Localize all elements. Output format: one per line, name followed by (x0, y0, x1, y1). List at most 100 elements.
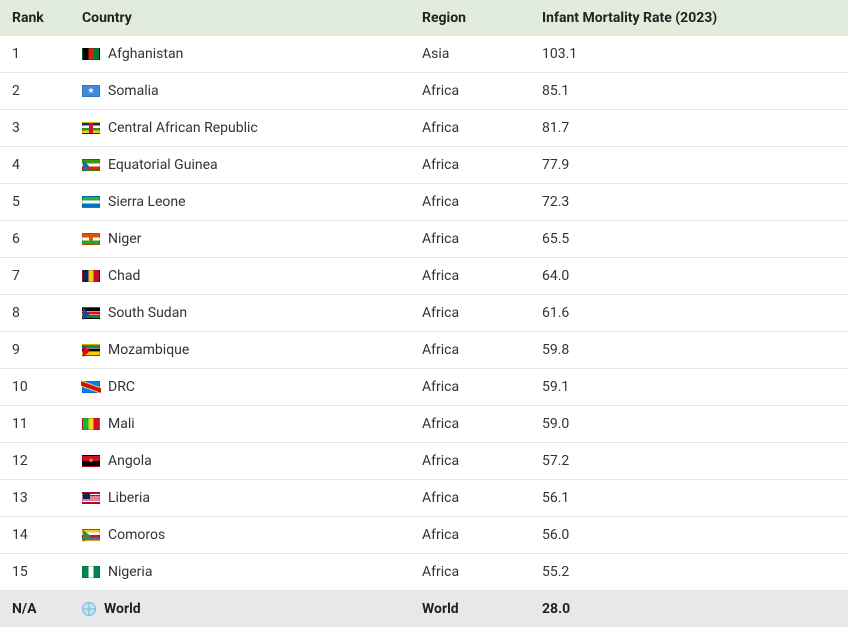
country-name: Liberia (108, 490, 150, 506)
flag-icon (82, 529, 100, 541)
cell-rate: 72.3 (530, 184, 848, 221)
country-name: Comoros (108, 527, 165, 543)
country-name: Equatorial Guinea (108, 157, 218, 173)
cell-rate: 57.2 (530, 443, 848, 480)
col-header-rate: Infant Mortality Rate (2023) (530, 0, 848, 36)
cell-country: Niger (70, 221, 410, 258)
cell-country: South Sudan (70, 295, 410, 332)
cell-region: Africa (410, 554, 530, 591)
cell-region: Africa (410, 443, 530, 480)
cell-rate: 103.1 (530, 36, 848, 73)
cell-rate: 81.7 (530, 110, 848, 147)
cell-region: Africa (410, 221, 530, 258)
table-row: 7ChadAfrica64.0 (0, 258, 848, 295)
cell-rank: 6 (0, 221, 70, 258)
cell-country: DRC (70, 369, 410, 406)
footer-rate: 28.0 (530, 591, 848, 627)
cell-rate: 77.9 (530, 147, 848, 184)
country-name: South Sudan (108, 305, 187, 321)
cell-country: Afghanistan (70, 36, 410, 73)
cell-country: Comoros (70, 517, 410, 554)
flag-icon (82, 492, 100, 504)
cell-region: Africa (410, 184, 530, 221)
flag-icon (82, 566, 100, 578)
cell-region: Africa (410, 369, 530, 406)
flag-icon (82, 85, 100, 97)
cell-rank: 7 (0, 258, 70, 295)
table-row: 9 Mozambique Africa59.8 (0, 332, 848, 369)
cell-country: Nigeria (70, 554, 410, 591)
table-row: 1 Afghanistan Asia103.1 (0, 36, 848, 73)
mortality-table: Rank Country Region Infant Mortality Rat… (0, 0, 848, 627)
country-name: Central African Republic (108, 120, 258, 136)
table-header-row: Rank Country Region Infant Mortality Rat… (0, 0, 848, 36)
cell-rank: 2 (0, 73, 70, 110)
flag-icon (82, 233, 100, 245)
country-name: Mozambique (108, 342, 189, 358)
cell-rate: 55.2 (530, 554, 848, 591)
table-footer-row: N/A World World 28.0 (0, 591, 848, 627)
flag-icon (82, 159, 100, 171)
cell-rate: 61.6 (530, 295, 848, 332)
table-row: 8South SudanAfrica61.6 (0, 295, 848, 332)
country-name: Mali (108, 416, 135, 432)
country-name: Afghanistan (108, 46, 183, 62)
cell-rank: 1 (0, 36, 70, 73)
cell-rank: 11 (0, 406, 70, 443)
country-name: Nigeria (108, 564, 152, 580)
table-row: 2SomaliaAfrica85.1 (0, 73, 848, 110)
cell-rank: 12 (0, 443, 70, 480)
table-row: 4Equatorial GuineaAfrica77.9 (0, 147, 848, 184)
cell-region: Africa (410, 258, 530, 295)
cell-region: Africa (410, 73, 530, 110)
flag-icon (82, 344, 100, 356)
cell-rate: 56.1 (530, 480, 848, 517)
table-row: 5Sierra LeoneAfrica72.3 (0, 184, 848, 221)
table-row: 11MaliAfrica59.0 (0, 406, 848, 443)
flag-icon (82, 381, 100, 393)
table-row: 13LiberiaAfrica56.1 (0, 480, 848, 517)
flag-icon (82, 122, 100, 134)
cell-country: Equatorial Guinea (70, 147, 410, 184)
table-row: 10DRCAfrica59.1 (0, 369, 848, 406)
country-name: Niger (108, 231, 141, 247)
footer-rank: N/A (0, 591, 70, 627)
footer-region: World (410, 591, 530, 627)
footer-country-cell: World (70, 591, 410, 627)
country-name: Sierra Leone (108, 194, 186, 210)
cell-region: Asia (410, 36, 530, 73)
table-row: 12AngolaAfrica57.2 (0, 443, 848, 480)
cell-region: Africa (410, 295, 530, 332)
cell-region: Africa (410, 517, 530, 554)
table-row: 3Central African RepublicAfrica81.7 (0, 110, 848, 147)
country-name: Somalia (108, 83, 159, 99)
cell-rate: 59.8 (530, 332, 848, 369)
cell-rate: 65.5 (530, 221, 848, 258)
cell-country: Mozambique (70, 332, 410, 369)
flag-icon (82, 455, 100, 467)
cell-rank: 10 (0, 369, 70, 406)
cell-region: Africa (410, 110, 530, 147)
cell-rank: 13 (0, 480, 70, 517)
cell-region: Africa (410, 406, 530, 443)
cell-rate: 56.0 (530, 517, 848, 554)
footer-country: World (104, 601, 141, 617)
cell-rank: 15 (0, 554, 70, 591)
flag-icon (82, 270, 100, 282)
world-icon (82, 602, 96, 616)
cell-region: Africa (410, 332, 530, 369)
cell-country: Liberia (70, 480, 410, 517)
flag-icon (82, 196, 100, 208)
cell-country: Mali (70, 406, 410, 443)
country-name: DRC (108, 379, 135, 395)
table-row: 14ComorosAfrica56.0 (0, 517, 848, 554)
country-name: Chad (108, 268, 140, 284)
cell-rank: 9 (0, 332, 70, 369)
cell-country: Somalia (70, 73, 410, 110)
flag-icon (82, 307, 100, 319)
cell-country: Sierra Leone (70, 184, 410, 221)
table-row: 15 Nigeria Africa55.2 (0, 554, 848, 591)
cell-country: Chad (70, 258, 410, 295)
flag-icon (82, 418, 100, 430)
cell-region: Africa (410, 147, 530, 184)
